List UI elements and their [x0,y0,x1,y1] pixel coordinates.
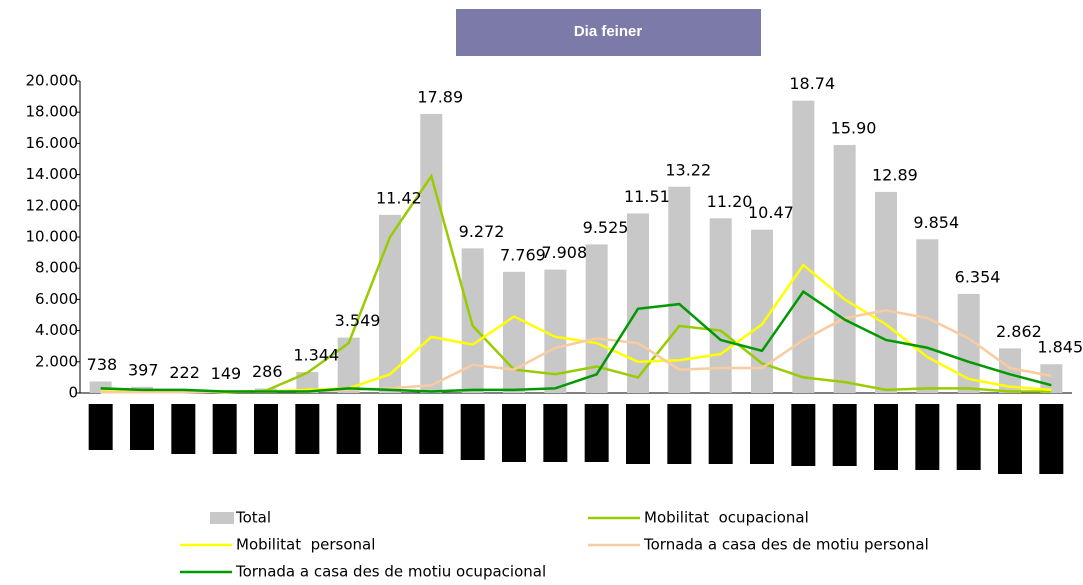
bar [420,113,443,393]
data-label: 1.845 [1037,338,1083,357]
data-label: 286 [252,362,283,381]
data-label: 7.769 [500,245,546,264]
data-label: 222 [169,363,200,382]
line [100,289,1052,393]
redacted-label [915,404,940,470]
line [100,263,1052,393]
bar [585,244,608,393]
legend-label: Mobilitat ocupacional [644,509,809,527]
bar [833,144,856,393]
bar [627,213,649,393]
bar [296,372,319,393]
data-label: 397 [128,360,159,379]
data-label: 3.549 [335,311,381,330]
bar [89,381,112,393]
redacted-label [502,404,526,462]
data-label: 11.20 [707,192,753,211]
data-label: 15.90 [831,118,877,137]
redacted-label [956,404,981,470]
bar [544,269,567,393]
redacted-label [874,404,898,470]
line [100,309,1052,394]
data-label: 9.854 [913,213,959,232]
redacted-label [460,404,485,460]
y-tick-label: 16.000 [26,134,79,152]
bar [751,229,773,393]
data-label: 1.344 [293,346,339,365]
bar [503,271,525,393]
bar [1040,364,1063,393]
data-label: 17.89 [417,87,463,106]
redacted-label [998,404,1022,474]
bar [999,348,1021,393]
bar [916,239,939,393]
y-tick-label: 12.000 [26,196,79,214]
data-label: 7.908 [541,243,587,262]
y-tick-label: 6.000 [35,290,78,308]
legend-label: Total [235,509,271,527]
y-tick-label: 20.000 [26,72,79,90]
data-label: 12.89 [872,165,918,184]
bar [957,293,980,393]
redacted-label [212,404,237,454]
y-tick-label: 10.000 [26,228,79,246]
data-label: 10.47 [748,203,794,222]
title-box [456,9,761,56]
legend-label: Tornada a casa des de motiu personal [643,536,929,554]
redacted-label [295,404,320,454]
redacted-label [543,404,568,462]
legend-label: Mobilitat personal [236,536,375,554]
legend-swatch [210,512,234,524]
y-tick-label: 0 [68,384,78,402]
redacted-label [791,404,816,466]
bar [668,186,691,393]
redacted-label [171,404,196,454]
line [100,173,1052,394]
redacted-label [667,404,692,464]
redacted-label [750,404,774,464]
data-label: 13.22 [665,160,711,179]
y-tick-label: 18.000 [26,103,79,121]
redacted-label [378,404,402,454]
redacted-label [419,404,444,454]
redacted-label [254,404,278,454]
data-label: 11.51 [624,187,670,206]
redacted-label [708,404,733,464]
data-label: 9.525 [583,218,629,237]
bar [875,191,897,393]
redacted-label [1039,404,1064,474]
data-label: 6.354 [955,267,1001,286]
data-label: 2.862 [996,322,1042,341]
y-tick-label: 4.000 [35,321,78,339]
redacted-label [88,404,113,450]
bar [461,248,484,393]
data-label: 18.74 [789,74,835,93]
bar [337,337,360,393]
data-label: 9.272 [459,222,505,241]
chart-title: Dia feiner [574,23,643,40]
data-label: 11.42 [376,188,422,207]
redacted-label [584,404,609,462]
legend-label: Tornada a casa des de motiu ocupacional [235,563,546,581]
redacted-label [130,404,154,450]
data-label: 738 [87,355,118,374]
bar [792,100,815,393]
bar [379,214,401,393]
y-tick-label: 14.000 [26,165,79,183]
data-label: 149 [211,364,242,383]
redacted-label [336,404,361,454]
redacted-label [832,404,857,466]
redacted-label [626,404,650,464]
y-tick-label: 8.000 [35,259,78,277]
y-tick-label: 2.000 [35,352,78,370]
